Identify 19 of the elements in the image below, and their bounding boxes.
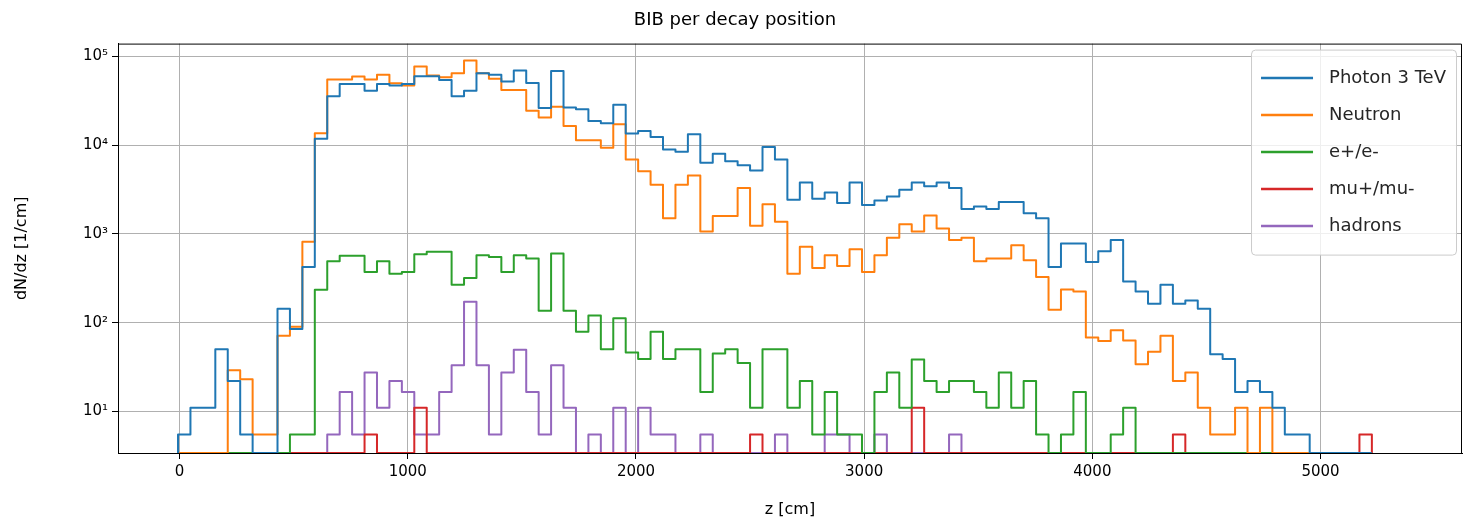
x-axis-title: z [cm] (764, 498, 816, 518)
legend-label: hadrons (1329, 213, 1402, 235)
y-tick-label: 10³ (82, 223, 108, 242)
chart-title: BIB per decay position (633, 8, 837, 30)
x-tick-label: 1000 (388, 461, 427, 480)
x-tick-label: 2000 (616, 461, 656, 480)
y-tick-label: 10⁴ (82, 134, 108, 153)
x-tick-label: 5000 (1301, 461, 1340, 480)
y-tick-label: 10⁵ (82, 46, 108, 65)
legend-label: Neutron (1329, 102, 1402, 124)
legend-label: e+/e- (1329, 139, 1379, 161)
x-tick-label: 3000 (845, 461, 884, 480)
legend-label: mu+/mu- (1329, 176, 1415, 198)
y-tick-label: 10² (82, 312, 108, 331)
x-tick-label: 4000 (1073, 461, 1112, 480)
y-axis-title: dN/dz [1/cm] (10, 196, 30, 301)
legend-label: Photon 3 TeV (1329, 65, 1447, 87)
x-tick-label: 0 (174, 461, 185, 480)
y-tick-label: 10¹ (82, 401, 108, 420)
